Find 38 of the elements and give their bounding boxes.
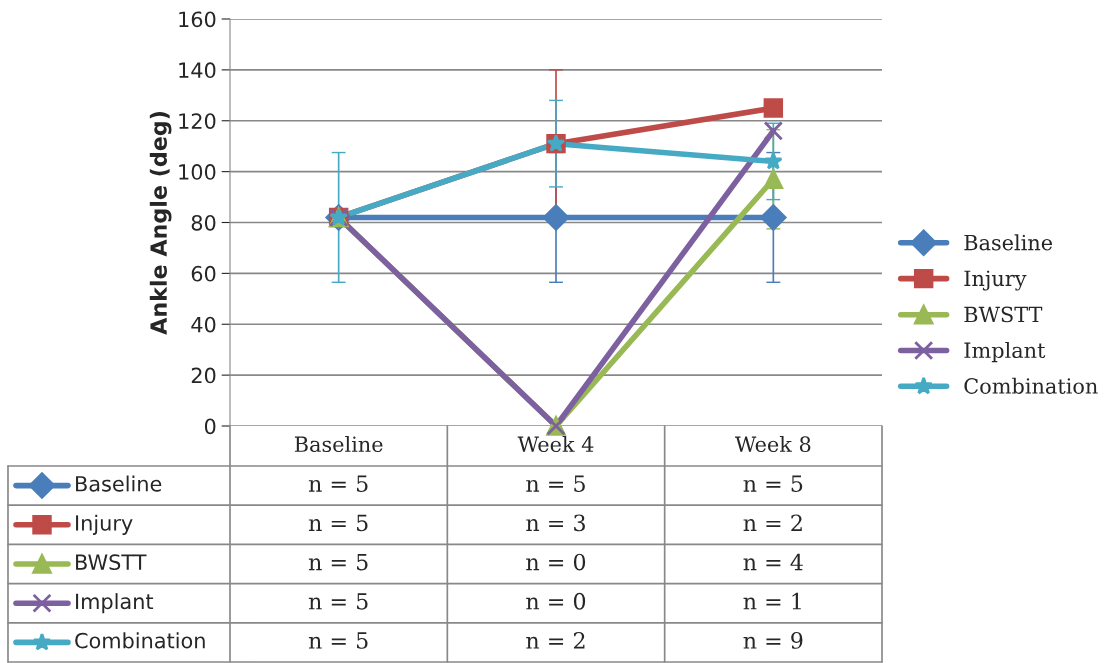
legend-label: BWSTT	[964, 306, 1043, 323]
text: n = 0	[526, 553, 586, 571]
text: n = 5	[308, 553, 368, 571]
x-tick-label: Baseline	[294, 435, 383, 453]
text: n = 5	[526, 475, 585, 493]
legend-label: Combination	[964, 377, 1098, 394]
text: n = 0	[526, 592, 586, 610]
y-tick-label: 140	[179, 62, 216, 79]
text: n = 1	[743, 592, 801, 610]
y-tick-label: 160	[179, 11, 216, 28]
text: n = 5	[308, 593, 368, 610]
text: n = 5	[308, 514, 368, 532]
x-tick-label: Week 8	[734, 435, 811, 453]
text: Implant	[76, 593, 154, 614]
y-tick-label: 80	[191, 214, 216, 231]
y-tick-label: 100	[179, 164, 216, 180]
text: n = 5	[743, 475, 803, 493]
text: n = 5	[308, 632, 368, 649]
text: n = 4	[743, 553, 803, 571]
text: n = 5	[308, 475, 368, 493]
text: n = 2	[526, 632, 585, 649]
x-tick-label: Week 4	[517, 435, 594, 453]
text: Combination	[75, 632, 205, 649]
text: BWSTT	[76, 554, 147, 571]
text: n = 2	[743, 514, 802, 531]
y-tick-label: 60	[191, 265, 216, 282]
y-tick-label: 120	[179, 113, 216, 129]
y-tick-label: 20	[191, 367, 216, 384]
text: n = 9	[743, 632, 803, 649]
y-tick-label: 0	[204, 418, 216, 435]
text: Injury	[76, 514, 133, 535]
legend-label: Implant	[964, 341, 1046, 363]
text: Baseline	[76, 475, 162, 492]
text: n = 3	[526, 514, 585, 532]
legend-label: Injury	[964, 270, 1027, 291]
y-axis-title: Ankle Angle (deg)	[149, 112, 172, 335]
legend-label: Baseline	[964, 234, 1053, 251]
y-tick-label: 40	[191, 316, 216, 333]
